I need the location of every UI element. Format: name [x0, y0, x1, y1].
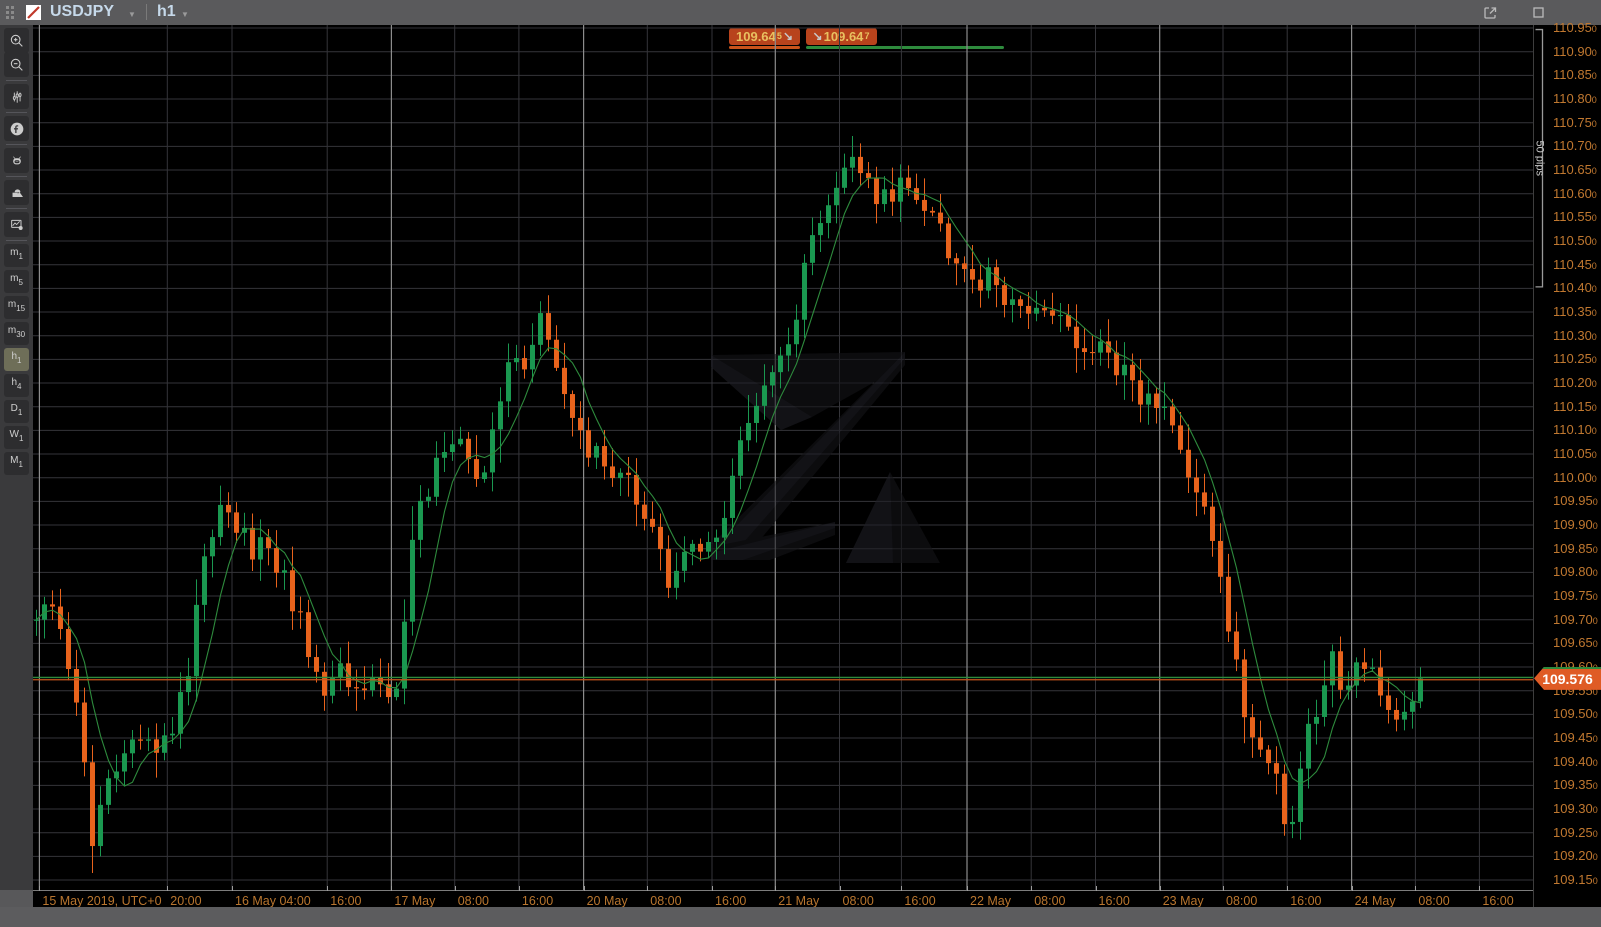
svg-text:50 pips: 50 pips [1535, 140, 1546, 176]
